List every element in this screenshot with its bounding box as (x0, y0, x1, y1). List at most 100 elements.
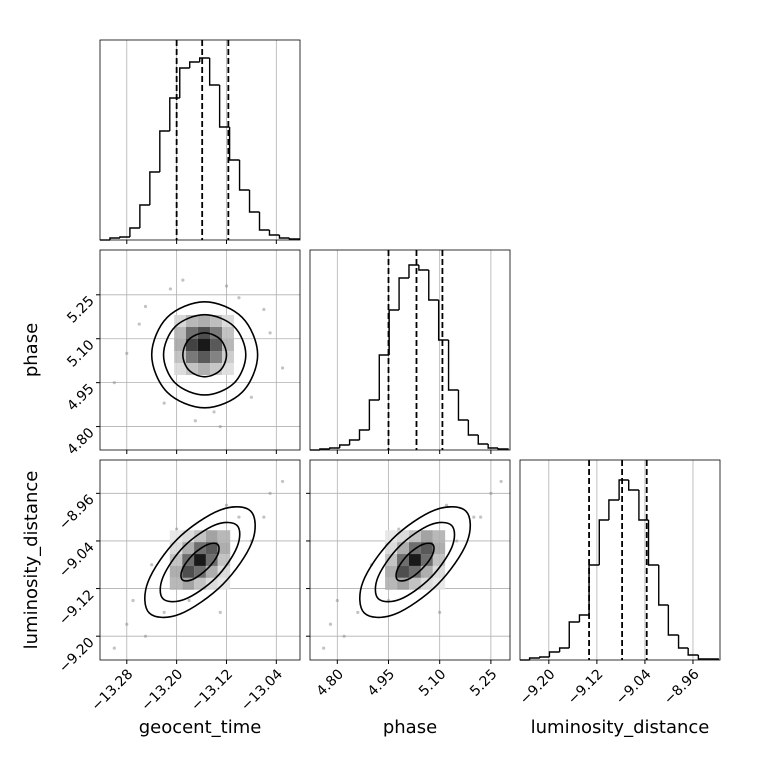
density-cell (408, 577, 421, 590)
histogram-step (457, 390, 469, 421)
x-axis-label: geocent_time (139, 717, 262, 738)
sample-point (438, 610, 442, 614)
histogram-step (358, 429, 370, 440)
y-tick-label: 5.25 (64, 293, 97, 326)
panel (112, 479, 285, 650)
histogram-step (218, 85, 230, 128)
sample-point (322, 646, 326, 650)
histogram-step (598, 519, 609, 565)
density-cell (397, 577, 409, 590)
x-tick-label: 5.25 (467, 666, 500, 699)
density-cell (210, 315, 223, 328)
sample-point (280, 479, 285, 484)
density-cell (174, 315, 186, 328)
x-tick-label: −13.20 (138, 666, 186, 714)
density-cell (194, 530, 206, 543)
density-cell (197, 351, 211, 364)
density-cell (217, 554, 231, 566)
histogram-step (198, 57, 210, 62)
panel-frame (99, 249, 301, 451)
density-cell (217, 542, 231, 555)
histogram-step (139, 204, 150, 228)
x-tick-label: −8.96 (661, 666, 703, 708)
histogram-step (647, 520, 659, 566)
x-axis-label: phase (383, 717, 437, 738)
density-cell (222, 339, 234, 352)
sample-point (237, 515, 241, 519)
histogram-step (258, 212, 270, 231)
sample-point (187, 598, 191, 603)
density-cell (397, 565, 409, 578)
sample-point (224, 503, 229, 507)
density-cell (432, 530, 446, 543)
histogram-step (268, 230, 280, 236)
density-cell (408, 554, 421, 566)
sample-point (143, 304, 148, 309)
density-cell (397, 542, 409, 555)
y-tick-label: −9.04 (56, 539, 98, 581)
histogram-step (497, 448, 509, 450)
histogram-step (348, 439, 360, 445)
x-tick-label: −13.04 (238, 666, 286, 714)
histogram-step (628, 480, 639, 491)
sample-point (218, 610, 222, 614)
histogram-step (408, 264, 419, 278)
panel-frame (309, 249, 511, 451)
sample-point (356, 610, 360, 614)
histogram-step (638, 490, 649, 521)
sample-point (212, 410, 216, 414)
sample-point (249, 395, 254, 399)
y-tick-label: 4.95 (64, 381, 97, 414)
density-cell (217, 565, 231, 578)
density-cell (194, 577, 206, 590)
panel-background (310, 250, 510, 450)
density-cell (185, 351, 198, 364)
density-cell (420, 565, 433, 578)
density-cell (205, 554, 218, 566)
x-tick-label: −9.20 (517, 666, 559, 708)
histogram-step (539, 656, 550, 658)
density-cell (194, 565, 206, 578)
histogram-step (568, 621, 580, 648)
histogram-step (228, 127, 240, 161)
density-cell (432, 565, 446, 578)
histogram-step (378, 354, 390, 400)
sample-point (262, 307, 266, 312)
y-tick-label: −9.20 (56, 635, 98, 677)
panel-frame (519, 459, 721, 661)
density-cell (210, 351, 223, 364)
contour (180, 542, 220, 582)
histogram-step (477, 435, 489, 445)
sample-point (150, 563, 154, 567)
sample-point (193, 419, 197, 423)
x-tick-label: −9.04 (613, 666, 655, 708)
density-cell (182, 542, 195, 555)
histogram-step (288, 238, 301, 240)
sample-point (328, 622, 333, 626)
panel-frame (309, 459, 511, 661)
density-cell (385, 542, 398, 555)
sample-point (162, 610, 166, 614)
density-cell (197, 363, 211, 376)
x-axis-label: luminosity_distance (531, 717, 710, 738)
contour (162, 313, 247, 396)
density-cell (205, 577, 218, 590)
density-cell (385, 554, 398, 566)
sample-point (262, 515, 266, 519)
histogram-step (677, 635, 689, 649)
x-tick-label: 5.10 (416, 666, 449, 699)
density-cell (420, 554, 433, 566)
histogram-step (558, 647, 570, 652)
x-tick-label: 4.95 (365, 666, 398, 699)
x-tick-label: −13.12 (188, 666, 236, 714)
y-tick-label: −9.12 (56, 587, 98, 629)
sample-point (112, 646, 116, 650)
density-cell (174, 363, 186, 376)
sample-point (489, 491, 493, 495)
panel-background (100, 40, 300, 240)
histogram-step (428, 270, 439, 301)
density-cell (182, 530, 195, 543)
contour (150, 301, 259, 409)
x-tick-label: −9.12 (565, 666, 607, 708)
